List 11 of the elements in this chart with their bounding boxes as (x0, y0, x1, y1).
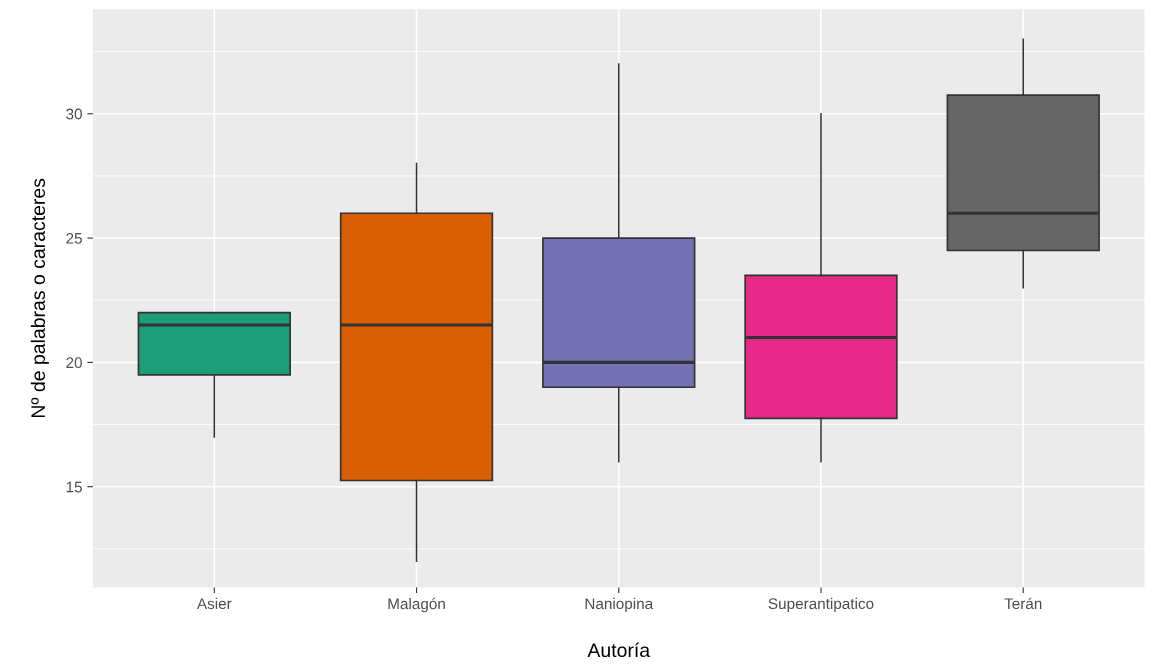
x-tick-label: Naniopina (585, 597, 654, 613)
y-tick-label: 30 (66, 108, 82, 120)
y-tick-label: 20 (66, 357, 82, 369)
x-axis-title: Autoría (587, 642, 651, 658)
y-axis-title: Nº de palabras o caracteres (30, 178, 49, 418)
x-tick-label: Malagón (388, 597, 445, 613)
y-tick-label: 15 (66, 481, 82, 493)
x-tick-label: Asier (196, 597, 232, 610)
y-tick-label: 25 (66, 232, 82, 244)
x-tick-label: Terán (1004, 597, 1042, 610)
x-tick-label: Superantipatico (768, 597, 874, 613)
